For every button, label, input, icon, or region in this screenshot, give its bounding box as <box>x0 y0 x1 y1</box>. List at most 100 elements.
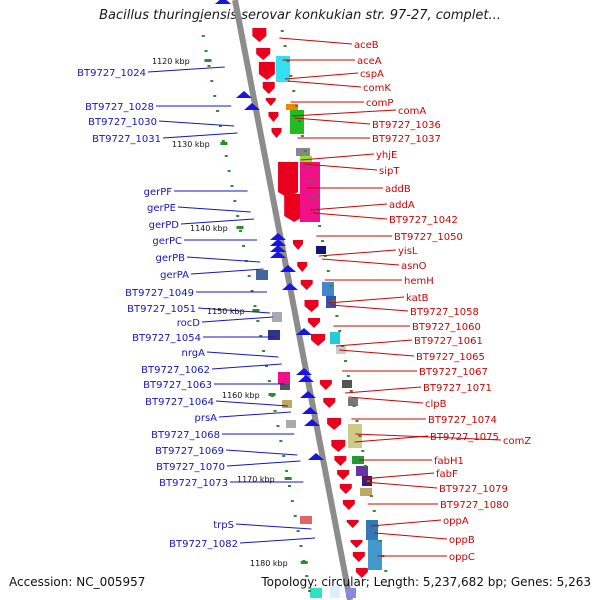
gene-label[interactable]: BT9727_1069 <box>155 446 224 457</box>
tick-mark <box>262 350 266 352</box>
tick-mark <box>341 345 345 347</box>
tick-mark <box>250 290 254 292</box>
gene-label[interactable]: yisL <box>398 246 418 257</box>
gene-label[interactable]: BT9727_1049 <box>125 288 194 299</box>
gene-label[interactable]: prsA <box>194 413 217 424</box>
leader-line <box>327 296 405 304</box>
tick-mark <box>298 120 302 122</box>
gene-label[interactable]: gerPE <box>147 203 176 214</box>
gene-label[interactable]: gerPB <box>155 253 185 264</box>
gene-label[interactable]: BT9727_1062 <box>141 365 210 376</box>
gene-label[interactable]: trpS <box>213 520 234 531</box>
gene-label[interactable]: BT9727_1068 <box>151 430 220 441</box>
gene-label[interactable]: BT9727_1050 <box>394 232 463 243</box>
label-leader-lines <box>147 37 502 557</box>
gene-box <box>272 312 282 322</box>
leader-line <box>284 72 359 80</box>
tick-mark <box>349 390 353 392</box>
gene-label[interactable]: gerPC <box>152 236 182 247</box>
tick-mark <box>387 585 391 587</box>
leader-line <box>318 249 397 257</box>
gene-label[interactable]: rocD <box>177 318 201 329</box>
gene-label[interactable]: BT9727_1030 <box>88 117 157 128</box>
gene-box <box>362 476 372 486</box>
gene-label[interactable]: BT9727_1058 <box>410 307 479 318</box>
tick-mark <box>201 35 205 37</box>
gene-label[interactable]: BT9727_1042 <box>389 215 458 226</box>
gene-label[interactable]: comA <box>398 106 426 117</box>
gene-label[interactable]: gerPA <box>160 270 189 281</box>
forward-gene-arrow <box>334 456 347 466</box>
gene-label[interactable]: comZ <box>503 436 531 447</box>
forward-gene-arrow <box>327 418 342 430</box>
gene-label[interactable]: BT9727_1063 <box>143 380 212 391</box>
gene-label[interactable]: hemH <box>404 276 434 287</box>
gene-label[interactable]: BT9727_1037 <box>372 134 441 145</box>
leader-line <box>162 132 238 139</box>
reverse-gene-arrow <box>236 91 252 98</box>
gene-label[interactable]: BT9727_1079 <box>439 484 508 495</box>
gene-label[interactable]: BT9727_1064 <box>145 397 214 408</box>
gene-label[interactable]: BT9727_1061 <box>414 336 483 347</box>
tick-mark <box>292 90 296 92</box>
gene-label[interactable]: sipT <box>379 166 400 177</box>
tick-mark <box>384 570 388 572</box>
forward-gene-arrow <box>300 280 313 290</box>
tick-mark <box>315 210 319 212</box>
gene-label[interactable]: BT9727_1074 <box>428 415 497 426</box>
tick-mark <box>273 410 277 412</box>
gene-label[interactable]: yhjE <box>376 150 397 161</box>
leader-line <box>190 268 264 275</box>
gene-label[interactable]: katB <box>406 293 429 304</box>
gene-label[interactable]: BT9727_1071 <box>423 383 492 394</box>
gene-label[interactable]: fabH1 <box>434 456 464 467</box>
gene-label[interactable]: cspA <box>360 69 384 80</box>
gene-label[interactable]: BT9727_1080 <box>440 500 509 511</box>
gene-box <box>356 466 368 476</box>
gene-label[interactable]: BT9727_1054 <box>132 333 201 344</box>
gene-label[interactable]: gerPF <box>144 187 173 198</box>
major-tick <box>252 309 260 312</box>
gene-label[interactable]: aceB <box>354 40 379 51</box>
gene-label[interactable]: BT9727_1036 <box>372 120 441 131</box>
gene-label[interactable]: asnO <box>401 261 427 272</box>
gene-label[interactable]: BT9727_1073 <box>159 478 228 489</box>
tick-mark <box>308 590 312 592</box>
reverse-gene-arrow <box>270 239 286 246</box>
gene-label[interactable]: BT9727_1031 <box>92 134 161 145</box>
forward-gene-arrow <box>284 194 305 222</box>
gene-label[interactable]: BT9727_1028 <box>85 102 154 113</box>
gene-label[interactable]: nrgA <box>182 348 206 359</box>
gene-box <box>366 520 378 540</box>
gene-label[interactable]: comP <box>366 98 393 109</box>
gene-label[interactable]: BT9727_1051 <box>127 304 196 315</box>
leader-line <box>312 212 388 220</box>
gene-label[interactable]: BT9727_1082 <box>169 539 238 550</box>
gene-box <box>352 456 364 464</box>
leader-line <box>279 37 353 45</box>
gene-label[interactable]: clpB <box>425 399 447 410</box>
gene-label[interactable]: BT9727_1075 <box>430 432 499 443</box>
gene-label[interactable]: gerPD <box>149 220 180 231</box>
reverse-gene-arrow <box>280 265 296 272</box>
gene-label[interactable]: oppC <box>449 552 475 563</box>
tick-mark <box>293 515 297 517</box>
leader-line <box>225 449 298 456</box>
gene-label[interactable]: oppB <box>449 535 475 546</box>
leader-line <box>348 396 424 404</box>
gene-label[interactable]: BT9727_1065 <box>416 352 485 363</box>
gene-label[interactable]: BT9727_1024 <box>77 68 146 79</box>
gene-label[interactable]: fabF <box>436 469 458 480</box>
tick-mark <box>364 465 368 467</box>
gene-label[interactable]: comK <box>363 83 391 94</box>
tick-mark <box>323 255 327 257</box>
gene-label[interactable]: BT9727_1067 <box>419 367 488 378</box>
gene-label[interactable]: BT9727_1070 <box>156 462 225 473</box>
gene-label[interactable]: BT9727_1060 <box>412 322 481 333</box>
gene-label[interactable]: aceA <box>357 56 382 67</box>
tick-mark <box>236 215 240 217</box>
leader-line <box>370 519 442 527</box>
gene-label[interactable]: oppA <box>443 516 469 527</box>
gene-label[interactable]: addA <box>389 200 415 211</box>
gene-label[interactable]: addB <box>385 184 411 195</box>
